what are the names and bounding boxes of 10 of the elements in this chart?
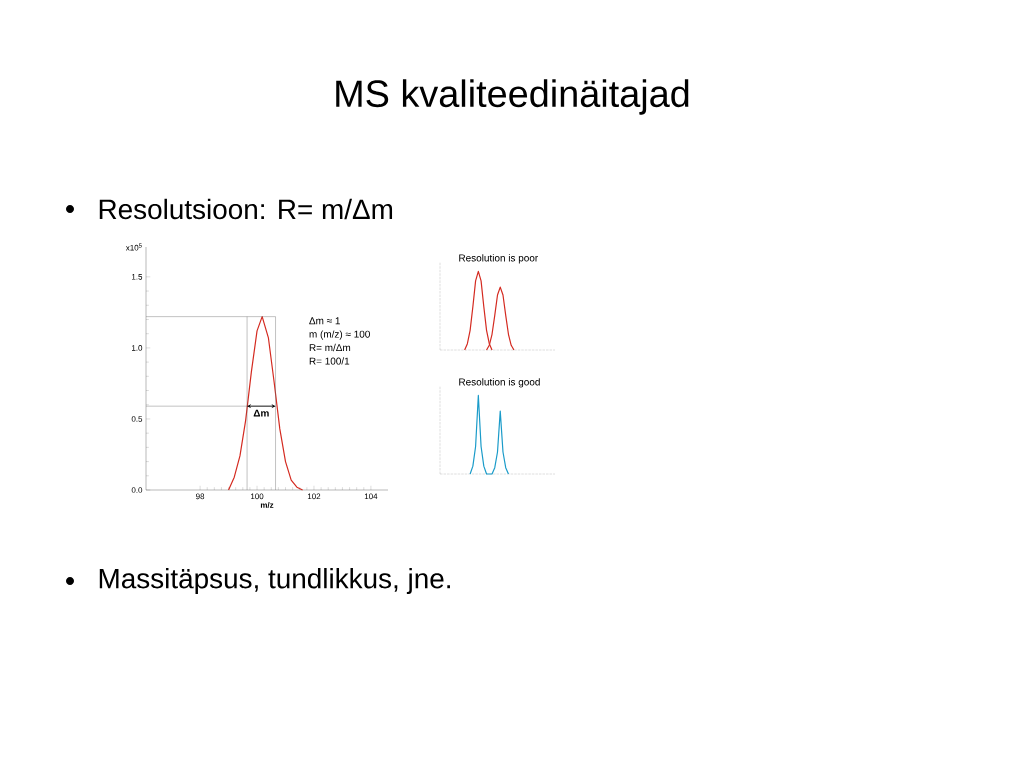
annotation: Δm xyxy=(253,409,269,417)
annotation: R= 100/1 xyxy=(309,357,350,365)
annotation: Δm ≈ 1 xyxy=(309,317,340,325)
chart-subtitle: Resolutsioon: R= m/Δm xyxy=(99,198,393,220)
annotation: R= m/Δm xyxy=(309,343,351,352)
annotation: m (m/z) ≈ 100 xyxy=(309,330,370,340)
chart-title: Resolution is poor xyxy=(459,254,539,264)
chart-title: Resolution is good xyxy=(459,378,540,388)
text: MS kvaliteedinäitajad xyxy=(336,79,689,115)
text: Massitäpsus, tundlikkus, jne. xyxy=(99,568,450,594)
